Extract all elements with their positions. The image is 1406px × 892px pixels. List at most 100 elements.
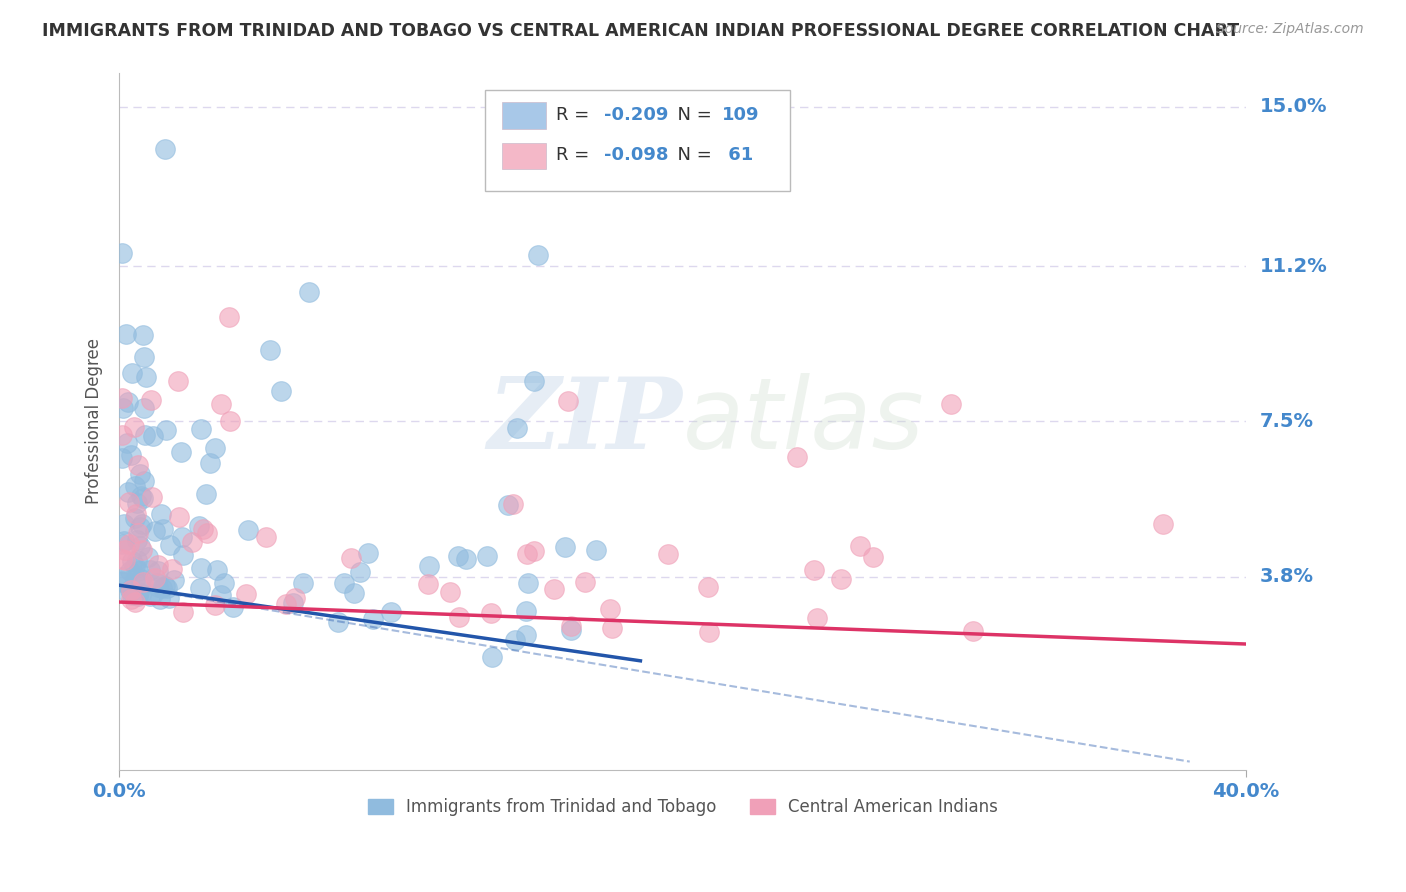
Point: [523, 374, 546, 388]
Point: [697, 580, 720, 594]
Point: [112, 533, 135, 548]
Point: [127, 458, 149, 473]
Point: [117, 585, 139, 599]
Point: [505, 633, 527, 648]
Point: [786, 450, 808, 465]
Point: [111, 575, 134, 590]
Point: [515, 628, 537, 642]
Point: [169, 510, 191, 524]
Point: [515, 604, 537, 618]
FancyBboxPatch shape: [485, 90, 790, 192]
Point: [270, 384, 292, 398]
Point: [128, 585, 150, 599]
Point: [475, 549, 498, 564]
Point: [124, 573, 146, 587]
Text: R =: R =: [557, 146, 596, 164]
Point: [218, 310, 240, 325]
Point: [111, 450, 134, 465]
Point: [574, 574, 596, 589]
Point: [298, 285, 321, 300]
Point: [543, 582, 565, 596]
Point: [122, 587, 145, 601]
Point: [114, 542, 136, 557]
Point: [127, 526, 149, 541]
Point: [127, 552, 149, 566]
Point: [585, 543, 607, 558]
Point: [830, 572, 852, 586]
Point: [517, 576, 540, 591]
Point: [235, 587, 257, 601]
FancyBboxPatch shape: [502, 143, 547, 169]
Point: [962, 624, 984, 639]
Point: [131, 542, 153, 557]
Text: 7.5%: 7.5%: [1260, 412, 1315, 431]
Point: [560, 619, 582, 633]
Point: [156, 581, 179, 595]
Point: [136, 550, 159, 565]
Point: [259, 343, 281, 358]
Point: [146, 581, 169, 595]
Point: [172, 605, 194, 619]
Point: [454, 551, 477, 566]
Point: [340, 550, 363, 565]
FancyBboxPatch shape: [502, 103, 547, 128]
Point: [135, 369, 157, 384]
Point: [150, 581, 173, 595]
Text: IMMIGRANTS FROM TRINIDAD AND TOBAGO VS CENTRAL AMERICAN INDIAN PROFESSIONAL DEGR: IMMIGRANTS FROM TRINIDAD AND TOBAGO VS C…: [42, 22, 1239, 40]
Point: [145, 524, 167, 539]
Point: [117, 537, 139, 551]
Point: [939, 397, 962, 411]
Point: [862, 549, 884, 564]
Point: [439, 585, 461, 599]
Point: [447, 549, 470, 563]
Point: [111, 574, 134, 589]
Point: [145, 571, 167, 585]
Point: [134, 350, 156, 364]
Point: [697, 625, 720, 640]
Point: [131, 516, 153, 531]
Point: [139, 563, 162, 577]
Point: [127, 589, 149, 603]
Point: [238, 523, 260, 537]
Point: [114, 553, 136, 567]
Point: [124, 510, 146, 524]
Point: [449, 610, 471, 624]
Point: [111, 391, 134, 405]
Point: [142, 587, 165, 601]
Point: [141, 491, 163, 505]
Point: [190, 561, 212, 575]
Point: [127, 533, 149, 548]
Point: [333, 575, 356, 590]
Point: [153, 579, 176, 593]
Point: [118, 565, 141, 579]
Point: [416, 576, 439, 591]
Point: [418, 558, 440, 573]
Text: Source: ZipAtlas.com: Source: ZipAtlas.com: [1216, 22, 1364, 37]
Text: N =: N =: [666, 106, 717, 124]
Point: [134, 428, 156, 442]
Point: [121, 554, 143, 568]
Point: [209, 588, 232, 602]
Point: [219, 414, 242, 428]
Text: R =: R =: [557, 106, 596, 124]
Point: [479, 607, 502, 621]
Point: [527, 248, 550, 262]
Point: [191, 522, 214, 536]
Point: [1152, 517, 1174, 532]
Point: [111, 428, 134, 442]
Text: 11.2%: 11.2%: [1260, 257, 1327, 276]
Point: [221, 600, 243, 615]
Y-axis label: Professional Degree: Professional Degree: [86, 338, 103, 505]
Point: [134, 474, 156, 488]
Point: [180, 535, 202, 549]
Point: [380, 605, 402, 619]
Point: [117, 485, 139, 500]
Point: [146, 564, 169, 578]
Point: [120, 448, 142, 462]
Point: [291, 575, 314, 590]
Text: -0.209: -0.209: [603, 106, 668, 124]
Text: N =: N =: [666, 146, 717, 164]
Text: -0.098: -0.098: [603, 146, 668, 164]
Point: [129, 587, 152, 601]
Point: [516, 547, 538, 561]
